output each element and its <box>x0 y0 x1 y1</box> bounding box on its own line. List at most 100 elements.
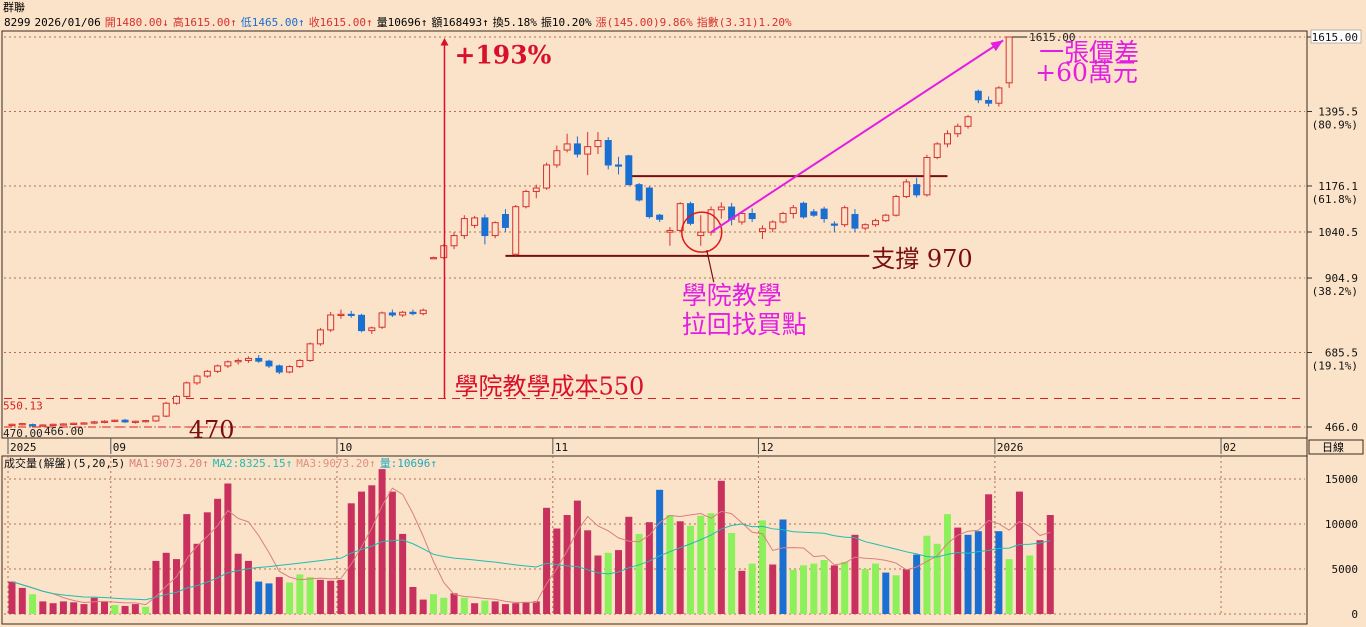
time-tick-label: 2025 <box>10 441 37 454</box>
volume-bar <box>460 597 468 614</box>
volume-bar <box>419 599 427 614</box>
candle-up <box>18 423 26 426</box>
price-tick-pct: (80.9%) <box>1312 119 1358 132</box>
buy-point-circle <box>681 211 723 253</box>
volume-bar <box>429 594 437 614</box>
candle-up <box>789 207 797 215</box>
volume-bar <box>347 503 355 614</box>
candle-down <box>409 311 417 315</box>
candle-down <box>501 214 509 228</box>
info-amount: 額168493↑ <box>431 16 488 29</box>
volume-bar <box>306 577 314 614</box>
candle-up <box>101 420 109 423</box>
candle-up <box>244 357 252 361</box>
candle-up <box>779 213 787 223</box>
info-turnover: 換5.18% <box>493 16 537 29</box>
candle-up <box>522 190 530 208</box>
candlesticks <box>8 36 1013 427</box>
info-volume: 量10696↑ <box>377 16 428 29</box>
candle-up <box>943 133 951 145</box>
volume-bar <box>512 603 520 614</box>
volume-ma1-line <box>11 487 1051 606</box>
volume-bar <box>573 500 581 614</box>
volume-bar <box>203 512 211 614</box>
high-label: 1615.00 <box>1029 31 1075 44</box>
candle-up <box>193 375 201 384</box>
candle-up <box>594 140 602 148</box>
candle-down <box>851 214 859 229</box>
volume-bar <box>286 582 294 614</box>
candle-down <box>481 217 489 237</box>
candle-down <box>573 143 581 155</box>
volume-tick-label: 15000 <box>1325 473 1358 486</box>
volume-bar <box>18 587 26 614</box>
period-label[interactable]: 日線 <box>1322 440 1344 454</box>
low-label-470: 470.00 <box>3 427 43 440</box>
volume-tick-label: 0 <box>1351 608 1358 621</box>
volume-bar <box>563 515 571 614</box>
time-tick-label: 10 <box>339 441 352 454</box>
volume-bar <box>59 601 67 614</box>
candle-up <box>131 420 139 423</box>
candle-up <box>80 422 88 425</box>
candle-up <box>70 422 78 425</box>
candle-up <box>162 402 170 417</box>
candle-up <box>419 309 427 315</box>
candle-down <box>974 90 982 101</box>
trend-arrow-head <box>990 40 1004 52</box>
volume-bar <box>964 534 972 614</box>
candle-up <box>471 217 479 226</box>
volume-bar <box>172 559 180 614</box>
info-close: 收1615.00↑ <box>309 15 373 29</box>
candle-up <box>316 329 324 345</box>
volume-bar <box>830 565 838 614</box>
volume-bar <box>841 561 849 614</box>
candle-down <box>625 155 633 186</box>
candle-down <box>645 187 653 218</box>
candle-up <box>460 218 468 237</box>
volume-bar <box>779 519 787 614</box>
info-amplitude: 振10.20% <box>541 15 592 29</box>
price-tick-pct: (19.1%) <box>1312 359 1358 372</box>
price-tick-label: 1176.1 <box>1318 180 1358 193</box>
volume-bar <box>80 604 88 614</box>
volume-bar <box>594 555 602 614</box>
candle-up <box>902 181 910 198</box>
volume-bar <box>358 491 366 614</box>
candle-down <box>604 140 612 166</box>
volume-bar <box>728 533 736 614</box>
volume-bar <box>234 553 242 614</box>
low-mark-text: 470 <box>189 416 235 444</box>
candle-up <box>234 359 242 363</box>
volume-bar <box>902 569 910 614</box>
volume-bar <box>1015 491 1023 614</box>
volume-bar <box>388 491 396 614</box>
price-tick-pct: (38.2%) <box>1312 285 1358 298</box>
candle-up <box>584 146 592 155</box>
volume-bar <box>635 533 643 614</box>
volume-header: 成交量(解盤)(5,20,5) MA1:9073.20↑ MA2:8325.15↑ M… <box>4 456 437 470</box>
candle-down <box>121 419 129 423</box>
candle-up <box>769 221 777 230</box>
candle-up <box>59 423 67 426</box>
candle-up <box>676 203 684 231</box>
period-box[interactable] <box>1308 439 1364 455</box>
volume-bar <box>224 483 232 614</box>
spread-text-1: 一張價差 <box>1039 38 1139 67</box>
volume-bar <box>450 593 458 614</box>
candle-up <box>491 222 499 237</box>
volume-bar <box>255 581 263 614</box>
volume-tick-label: 5000 <box>1332 563 1359 576</box>
volume-bar <box>101 601 109 614</box>
candle-up <box>892 196 900 216</box>
support-text: 支撐 970 <box>871 245 972 273</box>
volume-bar <box>39 601 47 614</box>
volume-bar <box>90 597 98 614</box>
volume-bar <box>707 513 715 614</box>
volume-bar <box>316 579 324 614</box>
volume-bar <box>717 480 725 614</box>
candle-up <box>286 366 294 373</box>
candle-down <box>347 313 355 317</box>
candle-down <box>265 360 273 367</box>
